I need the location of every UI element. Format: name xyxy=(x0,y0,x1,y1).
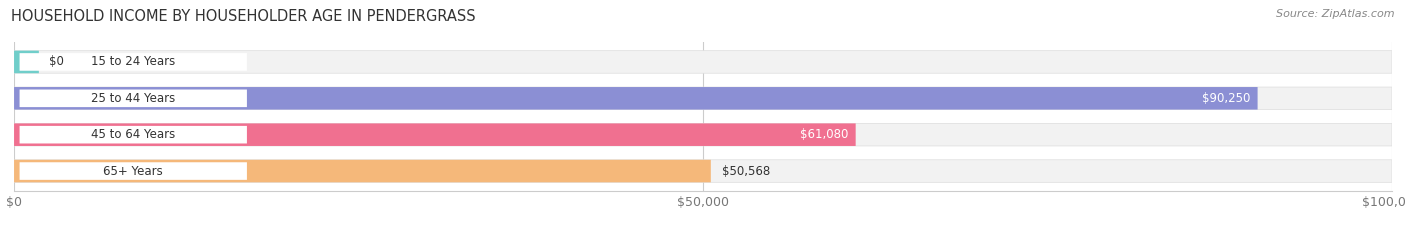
Text: HOUSEHOLD INCOME BY HOUSEHOLDER AGE IN PENDERGRASS: HOUSEHOLD INCOME BY HOUSEHOLDER AGE IN P… xyxy=(11,9,475,24)
FancyBboxPatch shape xyxy=(14,160,711,182)
FancyBboxPatch shape xyxy=(14,51,1392,73)
FancyBboxPatch shape xyxy=(20,89,247,107)
Text: 45 to 64 Years: 45 to 64 Years xyxy=(91,128,176,141)
FancyBboxPatch shape xyxy=(14,87,1257,110)
FancyBboxPatch shape xyxy=(14,123,1392,146)
Text: $61,080: $61,080 xyxy=(800,128,849,141)
FancyBboxPatch shape xyxy=(14,123,856,146)
FancyBboxPatch shape xyxy=(20,53,247,71)
Text: $50,568: $50,568 xyxy=(721,164,770,178)
Text: Source: ZipAtlas.com: Source: ZipAtlas.com xyxy=(1277,9,1395,19)
Text: 25 to 44 Years: 25 to 44 Years xyxy=(91,92,176,105)
FancyBboxPatch shape xyxy=(20,162,247,180)
FancyBboxPatch shape xyxy=(20,126,247,144)
Text: 15 to 24 Years: 15 to 24 Years xyxy=(91,55,176,69)
Text: $90,250: $90,250 xyxy=(1202,92,1251,105)
FancyBboxPatch shape xyxy=(14,160,1392,182)
Text: $0: $0 xyxy=(48,55,63,69)
Text: 65+ Years: 65+ Years xyxy=(104,164,163,178)
FancyBboxPatch shape xyxy=(14,87,1392,110)
FancyBboxPatch shape xyxy=(14,51,39,73)
